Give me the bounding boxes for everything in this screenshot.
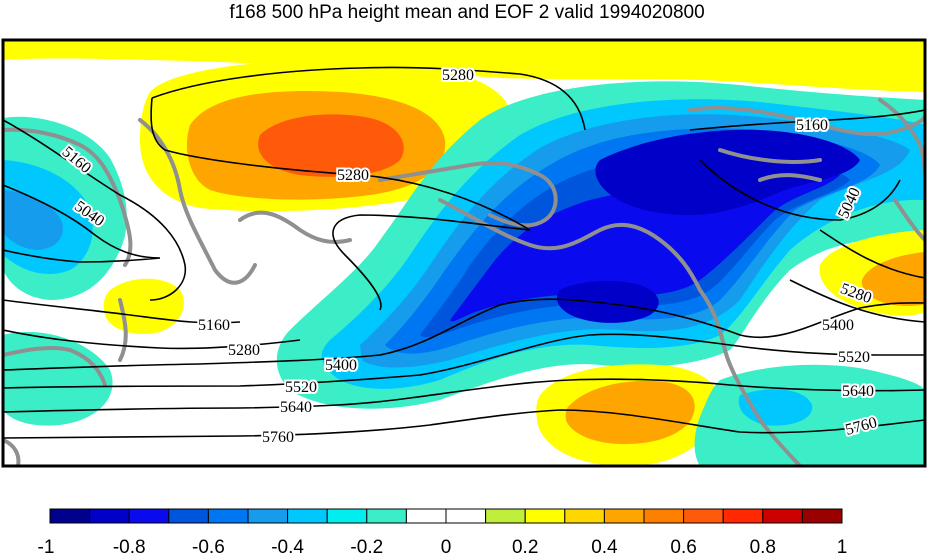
height-contours xyxy=(3,66,925,439)
contour-5640 xyxy=(3,378,925,413)
colorbar-box xyxy=(801,508,843,524)
contour-5160-left xyxy=(3,119,186,301)
colorbar-box xyxy=(722,508,764,524)
colorbar-box xyxy=(683,508,724,524)
colorbar-box xyxy=(643,508,685,524)
contour-5400-right xyxy=(789,279,925,323)
contour-5160-mid xyxy=(3,299,241,324)
contour-5760 xyxy=(3,409,925,439)
contour-5280-loop xyxy=(150,97,531,311)
colorbar-tick-label: 0.6 xyxy=(670,537,696,558)
contour-5280-top xyxy=(151,66,586,131)
coastlines xyxy=(3,98,925,466)
colorbar-box xyxy=(89,508,130,524)
colorbar-tick-label: 0 xyxy=(441,537,452,558)
contour-label-5520-right: 5520 xyxy=(838,349,870,366)
colorbar-tick-label: 1 xyxy=(837,537,848,558)
colorbar-box xyxy=(762,508,803,524)
contour-5040-right xyxy=(699,159,901,221)
contour-label-5400-right: 5400 xyxy=(822,317,854,334)
eof-map: 5280 5280 5160 5040 5160 5280 5400 5520 … xyxy=(1,38,927,468)
map-title: f168 500 hPa height mean and EOF 2 valid… xyxy=(229,2,705,23)
contour-label-5400: 5400 xyxy=(325,357,357,374)
contour-5160-right xyxy=(689,109,925,131)
contour-5040-left xyxy=(3,184,161,263)
colorbar-box xyxy=(207,508,249,524)
colorbar-tick-label: -1 xyxy=(38,537,55,558)
contour-label-5280-left: 5280 xyxy=(228,342,260,359)
contour-label-5760: 5760 xyxy=(262,429,294,446)
colorbar-box xyxy=(366,508,407,524)
contour-label-5520: 5520 xyxy=(285,379,317,396)
contour-label-5640: 5640 xyxy=(280,399,312,416)
colorbar-box xyxy=(49,508,91,524)
contour-label-5280-top: 5280 xyxy=(442,67,474,84)
colorbar-tick-label: -0.2 xyxy=(350,537,383,558)
contour-5280-right xyxy=(819,229,925,279)
colorbar-box xyxy=(445,508,487,524)
colorbar-box xyxy=(485,508,526,524)
colorbar-box xyxy=(287,508,328,524)
colorbar-tick-label: 0.2 xyxy=(512,537,538,558)
colorbar-box xyxy=(168,508,209,524)
colorbar-tick-label: -0.8 xyxy=(113,537,146,558)
colorbar-tick-labels: -1 -0.8 -0.6 -0.4 -0.2 0 0.2 0.4 0.6 0.8 1 xyxy=(38,537,848,558)
map-frame xyxy=(1,38,927,468)
colorbar-tick-label: -0.4 xyxy=(271,537,304,558)
colorbar-tick-label: -0.6 xyxy=(192,537,225,558)
contour-5280-left xyxy=(3,329,301,350)
colorbar-box xyxy=(524,508,566,524)
contour-5520 xyxy=(3,333,925,389)
colorbar-box xyxy=(603,508,645,524)
contour-label-5640-right: 5640 xyxy=(842,383,874,400)
colorbar-box xyxy=(564,508,605,524)
colorbar-boxes xyxy=(49,508,843,524)
contour-label-5160-right: 5160 xyxy=(796,117,828,134)
colorbar-box xyxy=(405,508,447,524)
contour-label-5280-mid: 5280 xyxy=(337,167,369,184)
colorbar: -1 -0.8 -0.6 -0.4 -0.2 0 0.2 0.4 0.6 0.8 1 xyxy=(38,508,848,558)
colorbar-box xyxy=(247,508,289,524)
colorbar-box xyxy=(128,508,170,524)
contour-label-5160-mid: 5160 xyxy=(198,317,230,334)
colorbar-box xyxy=(326,508,368,524)
contour-5400 xyxy=(3,298,925,371)
colorbar-tick-label: 0.4 xyxy=(591,537,618,558)
colorbar-tick-label: 0.8 xyxy=(750,537,776,558)
